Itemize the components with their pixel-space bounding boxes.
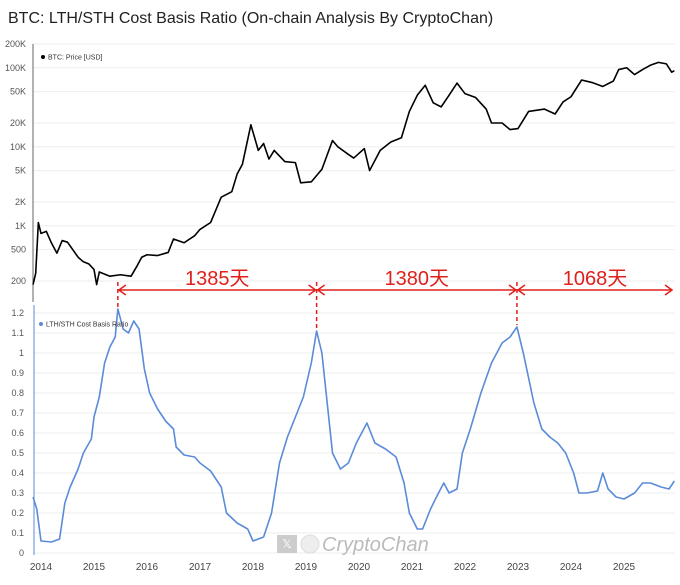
price-line [32, 61, 675, 286]
x-tick-label: 2025 [613, 562, 636, 573]
annotation-label: 1068天 [563, 268, 628, 290]
legend-marker [41, 55, 45, 59]
x-tick-label: 2019 [295, 562, 318, 573]
arrow-head-left [117, 284, 127, 296]
y-tick-label: 0.7 [11, 408, 24, 418]
y-tick-label: 0.8 [11, 388, 24, 398]
arrow-head-right [308, 284, 317, 296]
x-tick-label: 2017 [189, 562, 212, 573]
legend-marker [39, 322, 43, 326]
y-tick-label: 2K [15, 197, 26, 207]
legend-price: BTC: Price [USD] [48, 55, 103, 62]
avatar-icon [300, 534, 320, 554]
x-tick-label: 2021 [401, 562, 424, 573]
y-tick-label: 1 [19, 348, 24, 358]
y-tick-label: 0.4 [11, 468, 24, 478]
y-tick-label: 100K [5, 63, 26, 73]
chart-title: BTC: LTH/STH Cost Basis Ratio (On-chain … [8, 10, 494, 27]
watermark: CryptoChan [322, 534, 429, 556]
y-tick-label: 0.1 [11, 528, 24, 538]
arrow-head-left [516, 284, 526, 296]
y-tick-label: 1.2 [11, 308, 24, 318]
y-tick-label: 0.9 [11, 368, 24, 378]
x-tick-label: 2015 [83, 562, 106, 573]
y-tick-label: 0.5 [11, 448, 24, 458]
y-tick-label: 200K [5, 39, 26, 49]
y-tick-label: 0 [19, 548, 24, 558]
arrow-head-right [664, 284, 674, 296]
y-tick-label: 50K [10, 87, 26, 97]
x-logo-icon [277, 535, 297, 553]
y-tick-label: 10K [10, 142, 26, 152]
y-tick-label: 20K [10, 118, 26, 128]
x-tick-label: 2018 [242, 562, 265, 573]
x-tick-label: 2022 [454, 562, 477, 573]
x-tick-label: 2014 [30, 562, 53, 573]
y-tick-label: 0.6 [11, 428, 24, 438]
y-tick-label: 1K [15, 221, 26, 231]
x-logo-glyph: 𝕏 [282, 537, 292, 551]
y-tick-label: 500 [11, 245, 26, 255]
y-tick-label: 0.2 [11, 508, 24, 518]
annotation-label: 1385天 [185, 268, 250, 290]
x-tick-label: 2023 [507, 562, 530, 573]
arrow-head-right [508, 284, 518, 296]
y-tick-label: 0.3 [11, 488, 24, 498]
arrow-head-left [316, 284, 326, 296]
ratio-line [32, 308, 676, 543]
x-tick-label: 2020 [348, 562, 371, 573]
y-tick-label: 200 [11, 276, 26, 286]
x-tick-label: 2016 [136, 562, 159, 573]
y-tick-label: 5K [15, 166, 26, 176]
y-tick-label: 1.1 [11, 328, 24, 338]
annotation-label: 1380天 [385, 268, 450, 290]
legend-ratio: LTH/STH Cost Basis Ratio [46, 322, 128, 329]
x-tick-label: 2024 [560, 562, 583, 573]
